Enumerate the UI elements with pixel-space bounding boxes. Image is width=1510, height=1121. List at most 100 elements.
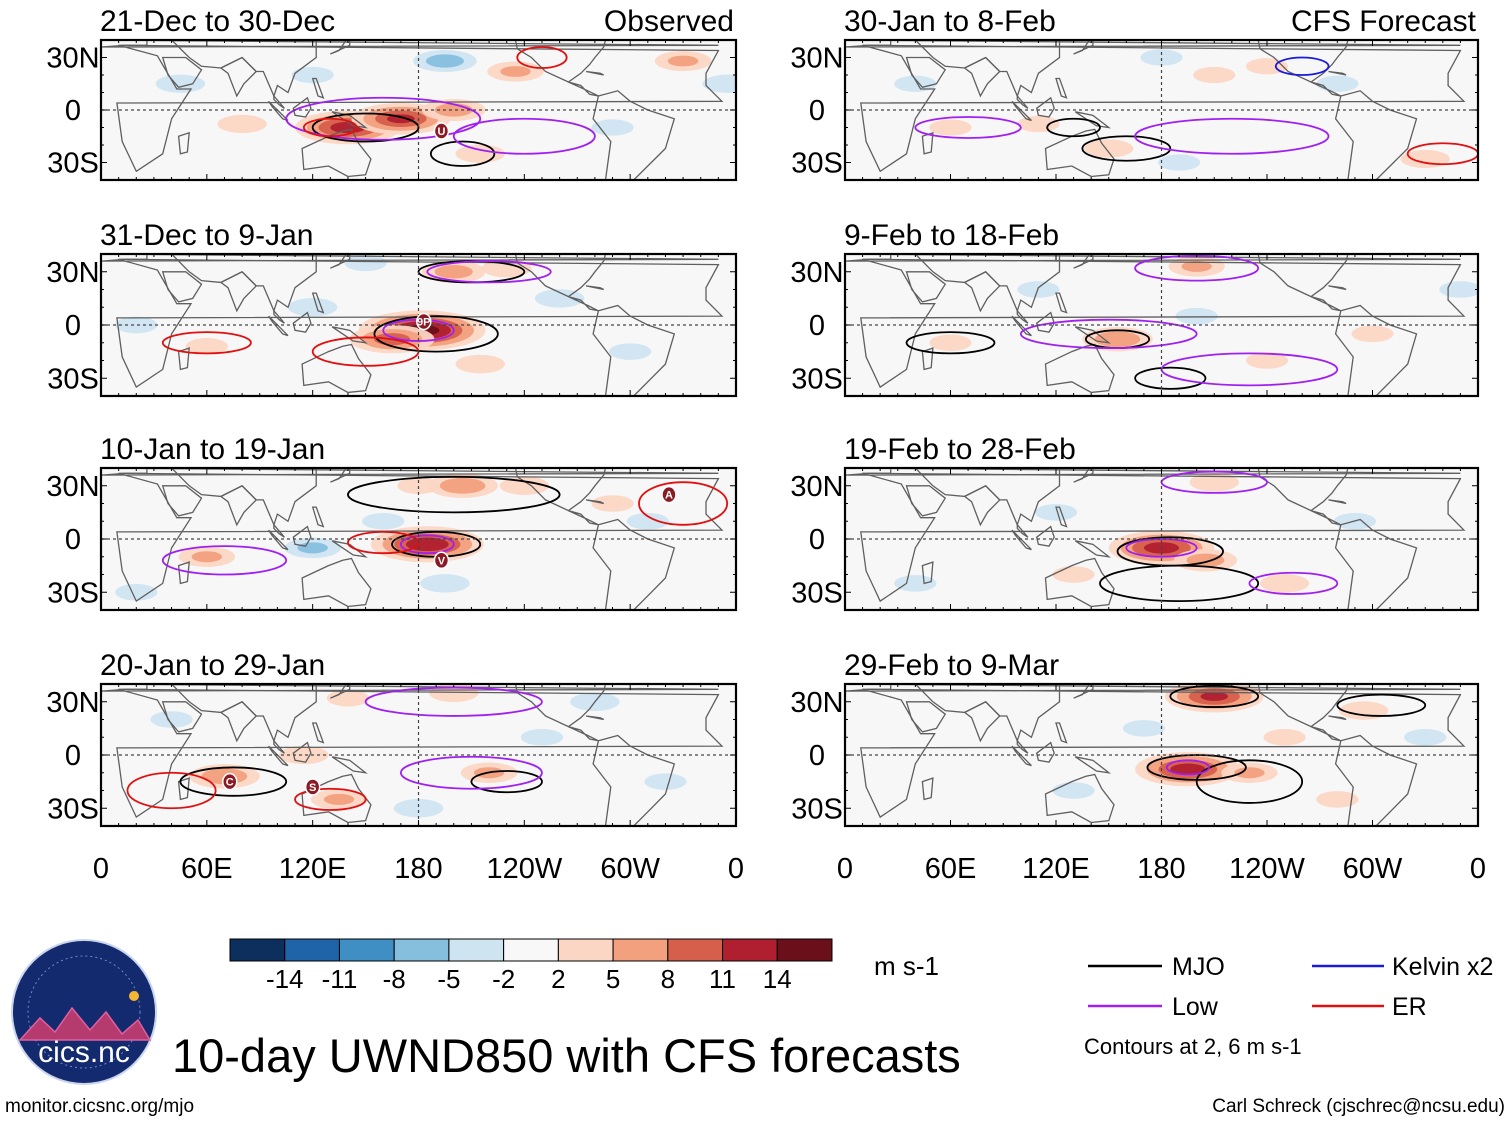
- anomaly-center: [284, 537, 341, 559]
- contour-low: [1125, 538, 1198, 558]
- panel-ticks: [844, 39, 1479, 181]
- anomaly-level: [1200, 691, 1229, 701]
- y-tick-label: 30S: [791, 363, 843, 395]
- anomaly-level: [1052, 782, 1095, 799]
- contour-mjo: [1134, 366, 1207, 390]
- coastline-borneo: [292, 311, 312, 333]
- storm-marker: S: [304, 778, 321, 796]
- coastline-europe: [101, 684, 719, 692]
- coastline-arabia: [161, 271, 203, 303]
- coastline-cuba: [585, 715, 604, 721]
- contour-mjo: [470, 770, 543, 794]
- storm-marker-label: U: [437, 126, 445, 138]
- anomaly-center: [644, 773, 687, 790]
- anomaly-level: [1140, 49, 1183, 66]
- anomaly-center: [178, 546, 236, 567]
- coastline-europe: [101, 254, 719, 262]
- colorbar-swatch: [393, 938, 450, 962]
- storm-marker-badge: [433, 122, 450, 140]
- y-tick-label: 30S: [47, 793, 99, 825]
- coastline-new-guinea: [1074, 540, 1112, 558]
- y-tick-label: 30S: [47, 148, 99, 180]
- contour-mjo: [429, 140, 496, 167]
- panel-ticks: [844, 467, 1479, 611]
- anomaly-level: [520, 728, 564, 746]
- y-tick-label: 0: [809, 310, 825, 342]
- contour-low: [1248, 571, 1339, 595]
- x-tick-label: 120E: [1022, 853, 1090, 885]
- anomaly-level: [185, 338, 228, 355]
- x-tick-label: 60W: [1343, 853, 1403, 885]
- anomaly-center: [894, 575, 937, 592]
- panel-ticks: [844, 253, 1479, 397]
- y-tick-label: 30N: [790, 43, 843, 75]
- panel-title: 10-Jan to 19-Jan: [100, 433, 325, 466]
- anomaly-center: [1189, 472, 1239, 492]
- anomaly-level: [279, 745, 329, 765]
- y-tick-label: 30S: [47, 577, 99, 609]
- anomaly-level: [155, 74, 206, 93]
- panel-title: 30-Jan to 8-Feb: [844, 5, 1056, 38]
- colorbar-swatch: [722, 938, 778, 962]
- panel-content: [845, 40, 1478, 180]
- anomaly-level: [1263, 728, 1306, 746]
- colorbar-swatch: [448, 938, 505, 962]
- x-tick-label: 0: [837, 853, 853, 885]
- coastline-cuba: [1328, 70, 1347, 76]
- y-tick-label: 30S: [791, 793, 843, 825]
- anomaly-level: [1170, 763, 1206, 775]
- contour-kelvin: [1274, 56, 1330, 76]
- anomaly-level: [591, 495, 634, 512]
- y-tick-label: 0: [65, 524, 81, 556]
- contour-low: [452, 117, 596, 155]
- coastline-madagascar: [177, 561, 190, 585]
- y-tick-label: 30N: [790, 257, 843, 289]
- panel-ticks: [100, 253, 737, 397]
- coastline-philippines: [311, 506, 325, 528]
- anomaly-center: [115, 316, 158, 334]
- panel-content: 9P: [101, 254, 736, 396]
- contour-low: [364, 686, 543, 717]
- y-tick-label: 0: [809, 740, 825, 772]
- anomaly-level: [150, 711, 193, 728]
- x-tick-label: 180: [1137, 853, 1185, 885]
- anomaly-center: [1259, 574, 1310, 593]
- anomaly-center: [155, 74, 206, 93]
- coastline-cuba: [585, 285, 604, 291]
- panel-content: VA: [101, 468, 736, 610]
- coastline-asia: [914, 468, 1061, 527]
- coastline-asia: [914, 254, 1061, 313]
- storm-marker: 9P: [416, 312, 432, 331]
- colorbar-swatch: [776, 938, 833, 962]
- colorbar-tick-label: 2: [551, 964, 565, 994]
- coastline-sumatra: [268, 100, 289, 122]
- y-tick-label: 30N: [790, 471, 843, 503]
- anomaly-level: [344, 254, 387, 272]
- anomaly-level: [191, 551, 223, 563]
- x-tick-label: 60E: [181, 853, 233, 885]
- y-tick-label: 30N: [46, 471, 99, 503]
- contour-low: [1165, 759, 1210, 776]
- colorbar-tick-label: -14: [266, 964, 304, 994]
- x-tick-label: 0: [728, 853, 744, 885]
- anomaly-center: [310, 789, 368, 810]
- contour-low: [399, 755, 543, 790]
- logo-wordmark: cics.nc: [38, 1036, 130, 1069]
- coastline-central-america: [568, 81, 599, 97]
- coastline-europe: [845, 468, 1461, 476]
- coastline-new-guinea: [1074, 111, 1112, 129]
- y-tick-label: 30S: [791, 148, 843, 180]
- x-tick-label: 120W: [486, 853, 562, 885]
- coastline-south-america: [1334, 304, 1418, 396]
- anomaly-level: [420, 574, 470, 593]
- coastline-asia: [914, 40, 1061, 98]
- footer-credit: Carl Schreck (cjschrec@ncsu.edu): [1212, 1096, 1505, 1117]
- coastline-indochina-malaya: [1016, 94, 1029, 109]
- coastline-asia: [170, 684, 317, 743]
- coastline-borneo: [1035, 525, 1055, 547]
- anomaly-center: [393, 799, 444, 818]
- anomaly-center: [1175, 307, 1218, 325]
- colorbar-tick-label: 14: [763, 964, 792, 994]
